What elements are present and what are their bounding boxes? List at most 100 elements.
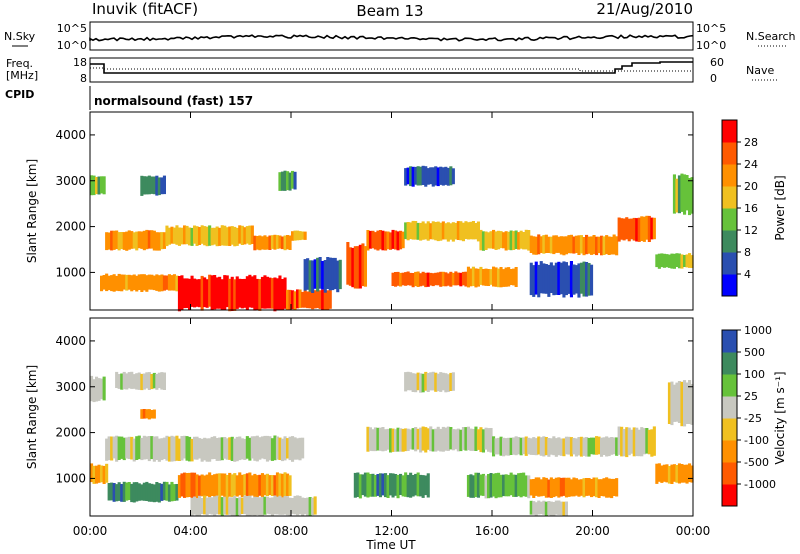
- velocity-cell: [640, 427, 644, 457]
- power-cell: [527, 230, 531, 251]
- power-cell: [215, 226, 219, 247]
- power-cell: [308, 291, 312, 309]
- power-cell: [484, 268, 488, 286]
- power-cell: [366, 230, 370, 251]
- power-cell: [481, 269, 485, 286]
- power-cell: [228, 278, 232, 312]
- velocity-band: [655, 463, 694, 484]
- velocity-cell: [489, 428, 493, 453]
- velocity-cell: [142, 482, 146, 501]
- power-cell: [348, 247, 352, 286]
- velocity-cell: [258, 497, 262, 517]
- velocity-cell: [416, 372, 420, 391]
- power-cell: [507, 267, 511, 287]
- freq-label-2: [MHz]: [6, 69, 38, 82]
- velocity-cell: [100, 465, 104, 483]
- velocity-cell: [439, 428, 443, 452]
- power-cell: [263, 275, 267, 309]
- power-cell: [411, 220, 415, 240]
- power-cell: [235, 276, 239, 309]
- power-cell: [667, 254, 671, 268]
- velocity-cell: [389, 473, 393, 496]
- power-cell: [210, 227, 214, 246]
- power-cell: [145, 176, 149, 195]
- velocity-cell: [597, 479, 601, 498]
- power-cell: [115, 230, 119, 249]
- velocity-cell: [532, 501, 536, 515]
- velocity-cell: [446, 426, 450, 451]
- velocity-cell: [152, 409, 156, 419]
- power-cell: [471, 266, 475, 286]
- power-cell: [150, 176, 154, 194]
- power-cell: [157, 232, 161, 251]
- velocity-cell: [610, 437, 614, 455]
- power-cell: [248, 225, 252, 245]
- colorbar-tick-label: 4: [744, 268, 751, 281]
- velocity-cell: [145, 481, 149, 501]
- power-cell: [404, 222, 408, 240]
- freq-tick-high: 18: [73, 56, 87, 69]
- velocity-cell: [132, 438, 136, 462]
- velocity-cell: [245, 496, 249, 516]
- power-cell: [100, 176, 104, 194]
- power-cell: [399, 230, 403, 250]
- power-cell: [675, 178, 679, 213]
- power-cell: [502, 232, 506, 249]
- power-cell: [152, 230, 156, 251]
- velocity-cell: [557, 477, 561, 498]
- velocity-cell: [373, 475, 377, 497]
- power-cell: [444, 223, 448, 240]
- power-cell: [378, 230, 382, 250]
- velocity-cell: [574, 438, 578, 457]
- power-cell: [230, 226, 234, 245]
- velocity-band: [190, 495, 317, 517]
- velocity-cell: [132, 374, 136, 389]
- velocity-cell: [554, 438, 558, 457]
- power-cell: [220, 225, 224, 246]
- power-cell: [117, 273, 121, 292]
- power-band: [672, 173, 694, 216]
- velocity-cell: [102, 376, 106, 401]
- power-colorbar-swatch: [722, 252, 737, 275]
- velocity-cell: [366, 426, 370, 452]
- velocity-cell: [275, 472, 279, 498]
- power-cell: [170, 226, 174, 244]
- power-cell: [411, 273, 415, 288]
- velocity-cell: [275, 496, 279, 515]
- power-cell: [564, 236, 568, 255]
- velocity-cell: [280, 497, 284, 515]
- power-cell: [225, 227, 229, 246]
- power-cell: [484, 231, 488, 250]
- velocity-cell: [245, 436, 249, 459]
- velocity-cell: [532, 479, 536, 498]
- velocity-cell: [481, 429, 485, 453]
- power-cell: [157, 177, 161, 196]
- velocity-cell: [233, 438, 237, 462]
- velocity-cell: [600, 437, 604, 457]
- velocity-cell: [401, 475, 405, 497]
- power-cell: [399, 272, 403, 287]
- power-cell: [183, 278, 187, 309]
- power-cell: [142, 274, 146, 291]
- power-cell: [469, 221, 473, 240]
- velocity-cell: [238, 472, 242, 496]
- power-cell: [336, 260, 340, 293]
- velocity-cell: [353, 472, 357, 498]
- velocity-cell: [145, 409, 149, 419]
- power-cell: [135, 275, 139, 292]
- power-band: [529, 234, 619, 256]
- power-cell: [172, 227, 176, 244]
- velocity-cell: [177, 438, 181, 461]
- nave-tick-high: 60: [710, 56, 724, 69]
- velocity-cell: [260, 436, 264, 459]
- velocity-cell: [504, 438, 508, 456]
- velocity-cell: [595, 477, 599, 498]
- power-cell: [690, 177, 694, 214]
- velocity-cell: [107, 436, 111, 461]
- velocity-cell: [509, 437, 513, 455]
- velocity-cell: [487, 428, 491, 452]
- power-cell: [250, 276, 254, 308]
- velocity-cell: [662, 464, 666, 482]
- velocity-cell: [605, 436, 609, 457]
- velocity-cell: [605, 477, 609, 498]
